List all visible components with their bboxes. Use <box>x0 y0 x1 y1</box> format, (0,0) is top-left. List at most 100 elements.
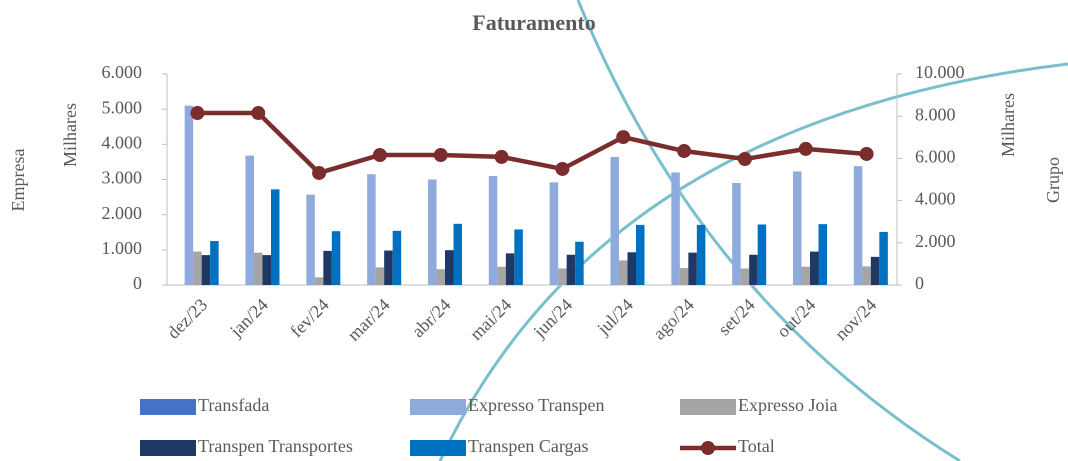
line-marker <box>677 144 691 158</box>
x-tick-label: jan/24 <box>225 295 272 342</box>
legend-swatch <box>410 399 466 415</box>
bar <box>376 267 385 285</box>
bar <box>384 251 393 285</box>
bar <box>749 255 758 285</box>
bar <box>454 224 463 285</box>
bar <box>871 257 880 285</box>
legend-swatch <box>140 440 196 456</box>
bar <box>271 189 280 285</box>
x-tick-label: abr/24 <box>408 295 455 342</box>
bar <box>854 166 863 285</box>
chart-title: Faturamento <box>472 10 595 35</box>
x-tick-label: jul/24 <box>592 295 637 340</box>
legend-swatch <box>701 441 715 455</box>
y2-tick-label: 10.000 <box>915 62 965 82</box>
x-tick-label: jun/24 <box>529 295 576 342</box>
line-marker <box>799 142 813 156</box>
bar <box>619 260 628 285</box>
y2-tick-label: 6.000 <box>915 147 956 167</box>
bar <box>506 253 515 285</box>
bar <box>810 252 819 285</box>
bar <box>263 255 272 285</box>
bar <box>315 277 324 285</box>
line-marker <box>495 150 509 164</box>
legend-swatch <box>140 399 196 415</box>
x-tick-label: dez/23 <box>163 295 211 343</box>
x-tick-label: mar/24 <box>343 295 393 345</box>
bar <box>671 172 680 285</box>
legend-label: Expresso Transpen <box>468 395 605 415</box>
page: Faturamento Empresa Milhares Milhares Gr… <box>0 0 1068 461</box>
bar <box>445 250 454 285</box>
line-marker <box>860 147 874 161</box>
bar <box>697 225 706 285</box>
x-tick-label: nov/24 <box>831 295 881 345</box>
y-tick-label: 3.000 <box>102 168 143 188</box>
line-marker <box>312 166 326 180</box>
y2-tick-label: 2.000 <box>915 231 956 251</box>
bar <box>611 157 620 285</box>
legend-swatch <box>410 440 466 456</box>
legend-label: Transpen Transportes <box>198 436 353 456</box>
bar <box>306 195 315 285</box>
decor-arc <box>578 0 960 461</box>
bar <box>862 266 871 285</box>
legend-swatch <box>680 399 736 415</box>
bar <box>758 225 767 285</box>
bar <box>550 182 559 285</box>
line-marker <box>555 162 569 176</box>
legend-label: Expresso Joia <box>738 395 837 415</box>
y-axis-title: Empresa <box>8 149 28 212</box>
bar <box>185 106 194 285</box>
bar <box>567 255 576 285</box>
bar <box>514 229 523 285</box>
x-tick-label: ago/24 <box>649 295 698 344</box>
line-marker <box>190 106 204 120</box>
line-marker <box>251 106 265 120</box>
line-marker <box>738 152 752 166</box>
bar <box>879 232 888 285</box>
bar <box>793 171 802 285</box>
bar <box>332 231 341 285</box>
chart: Faturamento Empresa Milhares Milhares Gr… <box>0 0 1068 461</box>
y2-axis-title: Grupo <box>1043 157 1063 203</box>
y-axis-unit: Milhares <box>60 103 80 167</box>
y-tick-label: 5.000 <box>102 97 143 117</box>
y2-tick-label: 0 <box>915 273 924 293</box>
y-tick-label: 1.000 <box>102 238 143 258</box>
legend-label: Transpen Cargas <box>468 436 589 456</box>
bar <box>636 225 645 285</box>
legend-label: Transfada <box>198 395 269 415</box>
bar <box>202 255 211 285</box>
line-marker <box>434 148 448 162</box>
bar <box>393 231 402 285</box>
line-marker <box>373 148 387 162</box>
y2-tick-label: 4.000 <box>915 189 956 209</box>
x-tick-label: mai/24 <box>466 295 515 344</box>
y-tick-label: 4.000 <box>102 132 143 152</box>
bar <box>254 253 263 285</box>
line-marker <box>616 130 630 144</box>
bar <box>489 176 498 285</box>
bar <box>428 180 437 286</box>
bar <box>628 252 637 285</box>
bar <box>367 174 376 285</box>
y-tick-label: 2.000 <box>102 203 143 223</box>
bar <box>246 156 255 285</box>
y-tick-label: 6.000 <box>102 62 143 82</box>
bar <box>819 224 828 285</box>
bar <box>802 267 811 285</box>
bar <box>210 241 219 285</box>
y-tick-label: 0 <box>133 273 142 293</box>
bar <box>741 268 750 285</box>
y2-tick-label: 8.000 <box>915 104 956 124</box>
legend-label: Total <box>738 436 775 456</box>
bar <box>497 267 506 285</box>
x-tick-label: set/24 <box>714 295 759 340</box>
bar <box>732 183 741 285</box>
y2-axis-unit: Milhares <box>998 93 1018 157</box>
bar <box>437 269 446 285</box>
x-tick-label: fev/24 <box>286 295 333 342</box>
bar <box>688 253 697 285</box>
bar <box>558 268 567 285</box>
